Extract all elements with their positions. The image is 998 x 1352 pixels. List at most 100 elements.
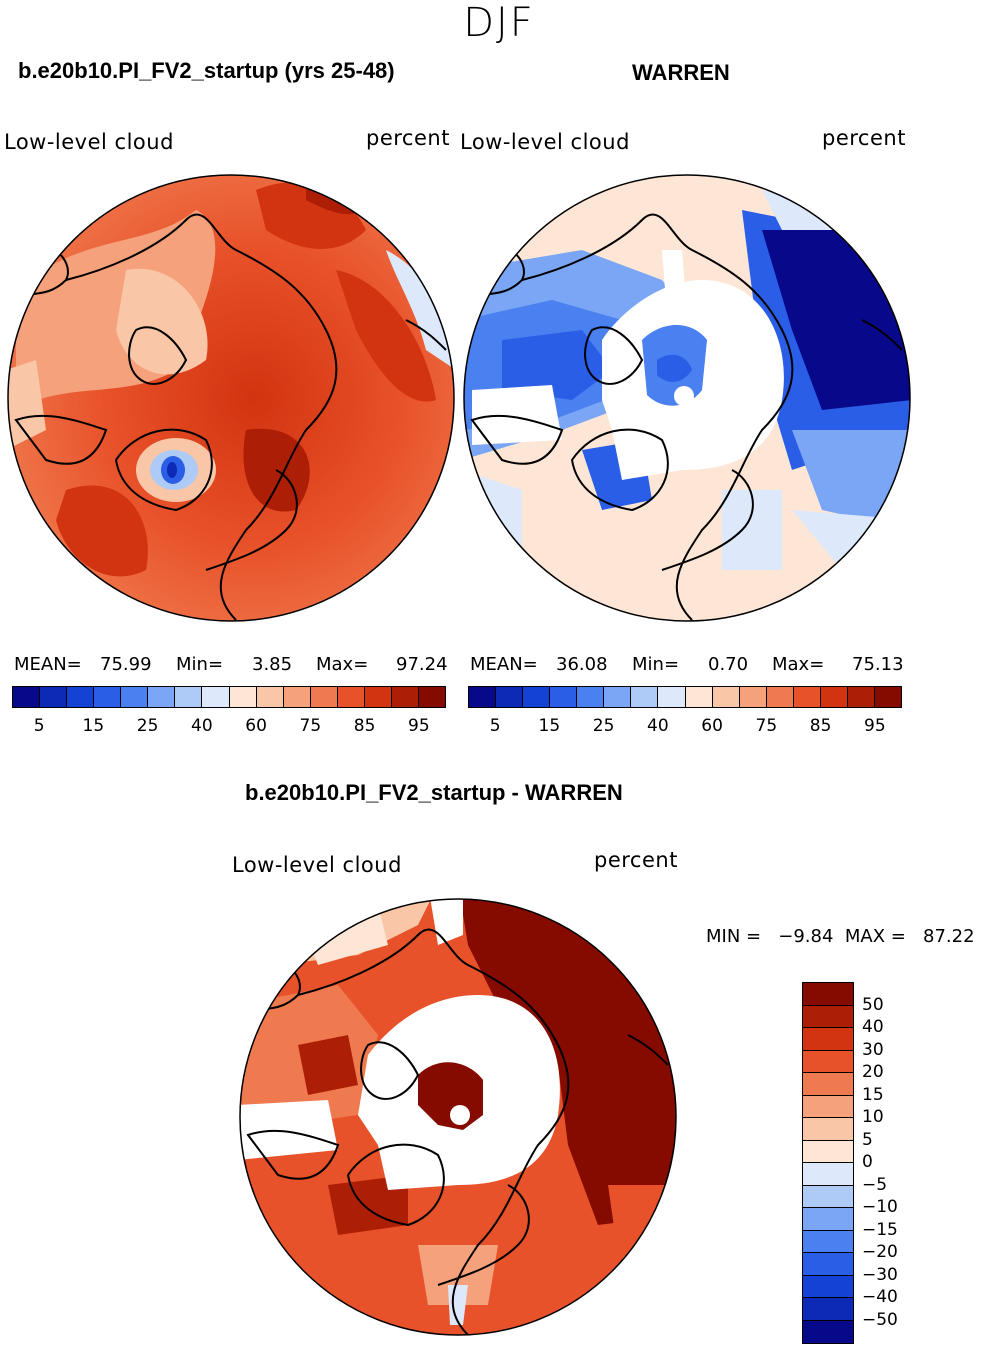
right-mean-value: 36.08 xyxy=(556,654,608,675)
right-polar-map xyxy=(463,174,911,622)
colorbar-swatch xyxy=(803,1320,853,1343)
right-max-label: Max= xyxy=(772,654,825,675)
colorbar-swatch xyxy=(803,1073,853,1096)
colorbar-tick-label: −15 xyxy=(862,1219,898,1240)
colorbar-tick-label: 5 xyxy=(862,1129,873,1150)
colorbar-swatch xyxy=(469,687,497,707)
colorbar-swatch xyxy=(550,687,578,707)
colorbar-swatch xyxy=(803,1005,853,1028)
colorbar-tick-label: 30 xyxy=(862,1039,884,1060)
left-max-value: 97.24 xyxy=(396,654,448,675)
left-variable-label: Low-level cloud xyxy=(4,130,174,154)
colorbar-swatch xyxy=(391,687,419,707)
colorbar-tick-label: 75 xyxy=(755,716,778,736)
left-min-value: 3.85 xyxy=(252,654,293,675)
right-min-value: 0.70 xyxy=(708,654,749,675)
colorbar-tick-label: 15 xyxy=(538,716,561,736)
colorbar-swatch xyxy=(121,687,149,707)
colorbar-swatch xyxy=(766,687,794,707)
colorbar-swatch xyxy=(658,687,686,707)
colorbar-swatch xyxy=(820,687,848,707)
season-title: DJF xyxy=(463,0,535,46)
colorbar-tick-label: −50 xyxy=(862,1309,898,1330)
colorbar-tick-label: −10 xyxy=(862,1197,898,1217)
colorbar-tick-label: 60 xyxy=(701,716,723,736)
colorbar-tick-label: −20 xyxy=(862,1242,898,1262)
colorbar-tick-label: 5 xyxy=(33,716,45,736)
colorbar-swatch xyxy=(604,687,632,707)
colorbar-swatch xyxy=(803,1253,853,1276)
diff-minmax: MIN = −9.84 MAX = 87.22 xyxy=(706,926,975,947)
colorbar-swatch xyxy=(847,687,875,707)
colorbar-swatch xyxy=(94,687,122,707)
colorbar-swatch xyxy=(803,1095,853,1118)
colorbar-swatch xyxy=(283,687,311,707)
colorbar-swatch xyxy=(793,687,821,707)
right-min-label: Min= xyxy=(632,654,680,675)
right-units-label: percent xyxy=(822,126,906,150)
colorbar-tick-label: 0 xyxy=(862,1152,873,1172)
right-max-value: 75.13 xyxy=(852,654,904,675)
right-colorbar xyxy=(468,686,902,708)
colorbar-tick-label: 95 xyxy=(408,716,430,736)
colorbar-swatch xyxy=(67,687,95,707)
colorbar-swatch xyxy=(803,1275,853,1298)
colorbar-tick-label: −40 xyxy=(862,1287,898,1307)
colorbar-swatch xyxy=(803,1140,853,1163)
colorbar-tick-label: 40 xyxy=(191,716,213,736)
left-polar-map xyxy=(7,174,455,622)
colorbar-swatch xyxy=(803,1118,853,1141)
colorbar-tick-label: 60 xyxy=(245,716,267,736)
left-mean-label: MEAN= xyxy=(14,654,82,675)
colorbar-tick-label: 95 xyxy=(864,716,886,736)
colorbar-tick-label: 75 xyxy=(299,716,322,736)
colorbar-tick-label: 10 xyxy=(862,1107,884,1127)
right-mean-label: MEAN= xyxy=(470,654,538,675)
colorbar-tick-label: 40 xyxy=(862,1017,884,1037)
colorbar-swatch xyxy=(803,1208,853,1231)
colorbar-swatch xyxy=(40,687,68,707)
colorbar-swatch xyxy=(685,687,713,707)
colorbar-swatch xyxy=(310,687,338,707)
colorbar-swatch xyxy=(523,687,551,707)
colorbar-tick-label: 15 xyxy=(862,1084,884,1105)
colorbar-tick-label: 5 xyxy=(489,716,501,736)
colorbar-swatch xyxy=(712,687,740,707)
colorbar-swatch xyxy=(631,687,659,707)
colorbar-swatch xyxy=(496,687,524,707)
colorbar-swatch xyxy=(803,1185,853,1208)
colorbar-tick-label: 25 xyxy=(592,716,615,736)
colorbar-tick-label: 85 xyxy=(353,716,376,736)
colorbar-swatch xyxy=(364,687,392,707)
colorbar-tick-label: −30 xyxy=(862,1264,898,1285)
colorbar-swatch xyxy=(577,687,605,707)
colorbar-tick-label: −5 xyxy=(862,1174,888,1195)
diff-variable-label: Low-level cloud xyxy=(232,853,402,877)
colorbar-swatch xyxy=(803,1050,853,1073)
left-units-label: percent xyxy=(366,126,450,150)
left-min-label: Min= xyxy=(176,654,224,675)
colorbar-tick-label: 20 xyxy=(862,1062,884,1082)
diff-case-title: b.e20b10.PI_FV2_startup - WARREN xyxy=(245,780,623,805)
colorbar-tick-label: 15 xyxy=(82,716,105,736)
colorbar-swatch xyxy=(803,1163,853,1186)
colorbar-swatch xyxy=(13,687,41,707)
colorbar-swatch xyxy=(337,687,365,707)
colorbar-tick-label: 40 xyxy=(647,716,669,736)
colorbar-tick-label: 85 xyxy=(809,716,832,736)
colorbar-swatch xyxy=(229,687,257,707)
colorbar-swatch xyxy=(418,687,445,707)
diff-colorbar xyxy=(802,982,854,1344)
diff-polar-map xyxy=(239,898,677,1336)
colorbar-tick-label: 25 xyxy=(136,716,159,736)
colorbar-swatch xyxy=(803,1298,853,1321)
left-colorbar xyxy=(12,686,446,708)
left-case-title: b.e20b10.PI_FV2_startup (yrs 25-48) xyxy=(18,58,395,83)
colorbar-swatch xyxy=(803,1230,853,1253)
colorbar-tick-label: 50 xyxy=(862,994,884,1015)
colorbar-swatch xyxy=(803,1028,853,1051)
right-variable-label: Low-level cloud xyxy=(460,130,630,154)
colorbar-swatch xyxy=(175,687,203,707)
right-case-title: WARREN xyxy=(632,60,730,85)
colorbar-swatch xyxy=(256,687,284,707)
